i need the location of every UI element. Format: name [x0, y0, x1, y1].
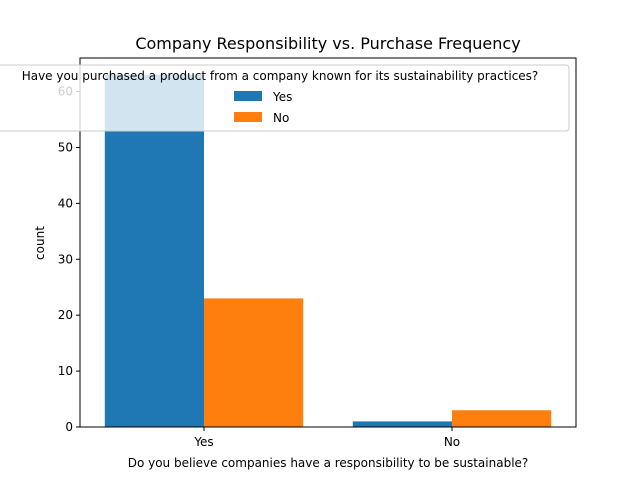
bar-no-yes [352, 421, 452, 427]
bars [104, 74, 552, 427]
legend-label-yes: Yes [272, 90, 292, 104]
legend-title: Have you purchased a product from a comp… [22, 69, 539, 83]
y-tick-label: 50 [58, 140, 73, 154]
x-tick-label: Yes [193, 435, 213, 449]
legend-swatch-no [234, 112, 262, 122]
plot-frame [79, 57, 577, 428]
legend-box [0, 64, 570, 132]
legend-swatch-yes [234, 91, 262, 101]
legend-entries: Yes No [234, 90, 292, 125]
x-tick-label: No [444, 435, 460, 449]
y-tick-label: 10 [58, 364, 73, 378]
y-axis-label: count [33, 226, 47, 260]
legend-label-no: No [273, 111, 289, 125]
bar-no-no [452, 410, 552, 427]
y-tick-label: 0 [65, 420, 73, 434]
bar-yes-yes [104, 74, 204, 427]
y-tick-label: 30 [58, 252, 73, 266]
bar-yes-no [204, 298, 304, 427]
chart-title: Company Responsibility vs. Purchase Freq… [135, 34, 520, 53]
x-axis-label: Do you believe companies have a responsi… [128, 456, 529, 470]
y-tick-label: 20 [58, 308, 73, 322]
legend: Have you purchased a product from a comp… [0, 64, 570, 132]
y-tick-label: 40 [58, 196, 73, 210]
